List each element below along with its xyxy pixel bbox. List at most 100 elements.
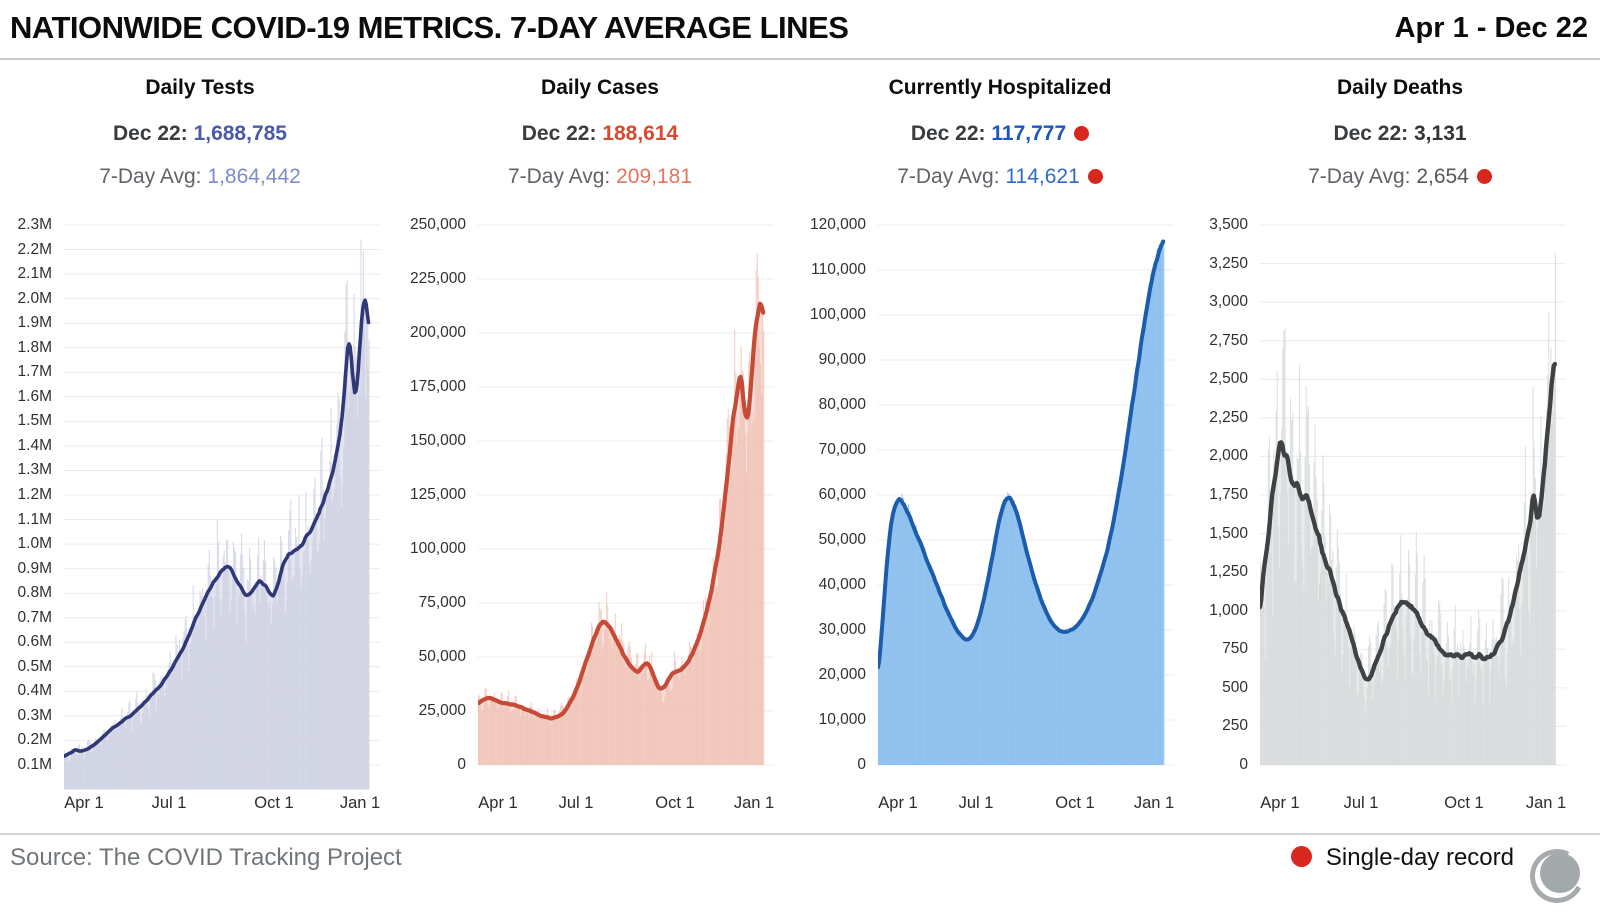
y-axis-tick-label: 150,000	[409, 432, 466, 449]
stat-avg-label: 7-Day Avg:	[897, 165, 1000, 188]
x-axis-tick-label: Apr 1	[64, 794, 104, 812]
stat-daily-cases: Daily Cases Dec 22: 188,614 7-Day Avg: 2…	[400, 62, 800, 208]
chart-plot	[478, 224, 774, 766]
x-axis-tick-label: Jan 1	[339, 794, 381, 812]
y-axis-tick-label: 2,000	[1209, 447, 1248, 464]
legend-label: Single-day record	[1325, 844, 1514, 871]
stat-date-label: Dec 22:	[521, 122, 597, 145]
stat-avg-value: 114,621	[1005, 165, 1080, 188]
y-axis-tick-label: 100,000	[409, 540, 466, 557]
y-axis-tick-label: 80,000	[818, 396, 866, 413]
x-axis-tick-label: Oct 1	[254, 794, 294, 812]
y-axis-tick-label: 90,000	[818, 351, 866, 368]
y-axis-tick-label: 100,000	[809, 306, 866, 323]
y-axis-tick-label: 30,000	[818, 621, 866, 638]
y-axis-tick-label: 2.1M	[17, 265, 52, 282]
covid-tracking-project-logo-icon	[1522, 841, 1592, 911]
y-axis-tick-label: 50,000	[818, 531, 866, 548]
x-axis-tick-label: Jul 1	[958, 794, 994, 812]
y-axis-tick-label: 1.9M	[17, 314, 52, 331]
stat-avg-line: 7-Day Avg: 114,621	[800, 165, 1200, 189]
single-day-record-legend: Single-day record	[1290, 844, 1514, 872]
y-axis-tick-label: 3,500	[1209, 216, 1248, 233]
stat-latest-value: 3,131	[1414, 122, 1467, 145]
x-axis-tick-label: Apr 1	[478, 794, 518, 812]
stat-avg-line: 7-Day Avg: 209,181	[400, 165, 800, 189]
y-axis-tick-label: 70,000	[818, 441, 866, 458]
logo-circle	[1540, 853, 1580, 893]
y-axis-tick-label: 3,250	[1209, 255, 1248, 272]
y-axis-tick-label: 0.8M	[17, 584, 52, 601]
stat-avg-value: 209,181	[616, 165, 693, 188]
y-axis-tick-label: 1.1M	[17, 511, 52, 528]
y-axis-tick-label: 110,000	[811, 261, 866, 278]
stat-avg-label: 7-Day Avg:	[507, 165, 611, 188]
stat-avg-value: 2,654	[1416, 165, 1469, 188]
y-axis-tick-label: 1.2M	[17, 486, 52, 503]
y-axis-tick-label: 200,000	[409, 324, 466, 341]
stat-avg-label: 7-Day Avg:	[1308, 165, 1411, 188]
y-axis-tick-label: 1.6M	[17, 388, 52, 405]
x-axis-tick-label: Apr 1	[878, 794, 918, 812]
x-axis-tick-label: Apr 1	[1260, 794, 1300, 812]
y-axis-tick-label: 225,000	[409, 270, 466, 287]
daily-bars	[478, 253, 765, 765]
daily-bars	[64, 239, 370, 790]
y-axis-tick-label: 750	[1222, 640, 1248, 657]
chart-plot	[1260, 224, 1566, 766]
y-axis-tick-label: 60,000	[818, 486, 866, 503]
chart-daily-deaths: 3,500 3,250 3,000 2,750 2,500 2,250 2,000 1,750…	[1200, 196, 1600, 818]
stat-daily-tests: Daily Tests Dec 22: 1,688,785 7-Day Avg:…	[0, 62, 400, 208]
y-axis-tick-label: 1,500	[1209, 525, 1248, 542]
header-divider	[0, 58, 1600, 60]
y-axis-tick-label: 0.4M	[17, 682, 52, 699]
stat-latest-value: 188,614	[602, 122, 679, 145]
stat-date-label: Dec 22:	[1333, 122, 1409, 145]
y-axis-tick-label: 2,750	[1209, 332, 1248, 349]
y-axis-tick-label: 1.3M	[17, 461, 52, 478]
stat-latest-line: Dec 22: 188,614	[400, 122, 800, 146]
chart-plot	[64, 224, 380, 790]
stat-latest-line: Dec 22: 117,777	[800, 122, 1200, 146]
y-axis-tick-label: 0	[1239, 756, 1248, 773]
stat-title: Daily Tests	[145, 76, 255, 99]
record-dot-icon	[1476, 169, 1492, 184]
stat-avg-value: 1,864,442	[207, 165, 301, 188]
y-axis-tick-label: 2,500	[1209, 370, 1248, 387]
stats-row: Daily Tests Dec 22: 1,688,785 7-Day Avg:…	[0, 62, 1600, 196]
stat-date-label: Dec 22:	[910, 122, 986, 145]
y-axis-tick-label: 1.5M	[17, 412, 52, 429]
daily-bars	[1260, 252, 1556, 765]
seven-day-average-line	[1260, 361, 1558, 682]
y-axis-tick-label: 1.7M	[17, 363, 52, 380]
stat-avg-label: 7-Day Avg:	[99, 165, 202, 188]
y-axis-tick-label: 1,750	[1209, 486, 1248, 503]
y-axis-tick-label: 125,000	[409, 486, 466, 503]
x-axis-tick-label: Jan 1	[1133, 794, 1175, 812]
stat-avg-line: 7-Day Avg: 1,864,442	[0, 165, 400, 189]
y-axis-tick-label: 2,250	[1209, 409, 1248, 426]
stat-date-label: Dec 22:	[113, 122, 188, 145]
page-title: NATIONWIDE COVID-19 METRICS. 7-DAY AVERA…	[10, 10, 849, 45]
date-range: Apr 1 - Dec 22	[1394, 12, 1588, 44]
stat-title: Daily Deaths	[1336, 76, 1464, 99]
y-axis-tick-label: 0.5M	[17, 658, 52, 675]
y-axis-tick-label: 40,000	[818, 576, 866, 593]
source-text: Source: The COVID Tracking Project	[10, 844, 402, 871]
y-axis-tick-label: 25,000	[418, 702, 466, 719]
stat-latest-line: Dec 22: 1,688,785	[0, 122, 400, 146]
x-axis-tick-label: Jul 1	[151, 794, 187, 812]
y-axis-tick-label: 0.9M	[17, 560, 52, 577]
y-axis-tick-label: 175,000	[409, 378, 466, 395]
stat-latest-line: Dec 22: 3,131	[1200, 122, 1600, 146]
y-axis-tick-label: 250,000	[409, 216, 466, 233]
seven-day-average-line	[64, 298, 371, 758]
x-axis-tick-label: Jul 1	[1343, 794, 1379, 812]
record-dot-icon	[1087, 169, 1103, 184]
y-axis-tick-label: 1,000	[1209, 602, 1248, 619]
chart-plot	[878, 224, 1174, 766]
y-axis-tick-label: 10,000	[818, 711, 866, 728]
x-axis-tick-label: Oct 1	[1055, 794, 1095, 812]
y-axis-tick-label: 2.2M	[17, 241, 52, 258]
